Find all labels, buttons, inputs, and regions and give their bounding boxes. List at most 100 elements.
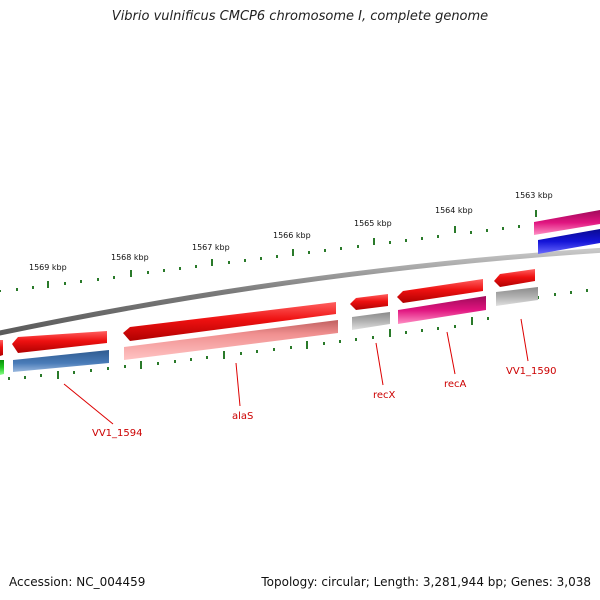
feature-block-green-edge <box>0 360 4 375</box>
minor-tick <box>8 377 10 380</box>
map-title: Vibrio vulnificus CMCP6 chromosome I, co… <box>111 9 489 24</box>
minor-tick <box>24 376 26 379</box>
minor-tick <box>107 367 109 370</box>
gene-label: alaS <box>232 411 253 422</box>
feature-block-recA <box>398 296 486 324</box>
minor-tick <box>64 282 66 285</box>
gene-label: VV1_1590 <box>506 366 557 377</box>
minor-tick <box>16 288 18 291</box>
gene-arrow-vv1-1594 <box>12 331 107 353</box>
minor-tick <box>228 261 230 264</box>
minor-tick <box>157 362 159 365</box>
minor-tick <box>357 245 359 248</box>
minor-tick <box>256 350 258 353</box>
gene-arrow-vv1-1590 <box>494 269 535 287</box>
minor-tick <box>487 317 489 320</box>
minor-tick <box>437 235 439 238</box>
scale-label: 1565 kbp <box>354 219 392 228</box>
gene-arrow-recA <box>397 279 483 303</box>
feature-block-vv1-1594 <box>13 350 109 372</box>
outer-tick-track <box>0 210 537 292</box>
major-tick <box>140 361 142 369</box>
major-tick <box>292 249 294 256</box>
major-tick <box>211 259 213 266</box>
minor-tick <box>486 229 488 232</box>
gene-feature-magenta <box>534 210 600 235</box>
major-tick <box>47 281 49 288</box>
minor-tick <box>324 249 326 252</box>
accession-text: Accession: NC_004459 <box>9 575 146 589</box>
minor-tick <box>405 239 407 242</box>
minor-tick <box>32 286 34 289</box>
major-tick <box>130 270 132 277</box>
minor-tick <box>570 291 572 294</box>
scale-label: 1563 kbp <box>515 191 553 200</box>
leader-line-vv1-1594 <box>63 383 114 425</box>
gene-label: recX <box>373 390 396 401</box>
leader-line-recA <box>446 331 456 375</box>
gene-arrow-left-edge <box>0 340 3 356</box>
minor-tick <box>405 331 407 334</box>
minor-tick <box>124 365 126 368</box>
minor-tick <box>470 231 472 234</box>
major-tick <box>223 351 225 359</box>
minor-tick <box>163 269 165 272</box>
minor-tick <box>308 251 310 254</box>
leader-line-alaS <box>235 362 241 407</box>
leader-line-recX <box>375 342 384 386</box>
minor-tick <box>244 259 246 262</box>
gene-label: VV1_1594 <box>92 428 143 439</box>
genome-backbone <box>0 247 600 336</box>
minor-tick <box>273 348 275 351</box>
minor-tick <box>454 325 456 328</box>
gene-feature-blue <box>538 229 600 254</box>
minor-tick <box>389 241 391 244</box>
minor-tick <box>190 358 192 361</box>
minor-tick <box>73 371 75 374</box>
minor-tick <box>147 271 149 274</box>
minor-tick <box>372 336 374 339</box>
minor-tick <box>340 247 342 250</box>
gene-arrow-alaS <box>123 302 336 341</box>
major-tick <box>389 329 391 337</box>
minor-tick <box>502 227 504 230</box>
major-tick <box>373 238 375 245</box>
feature-block-recX <box>352 312 390 330</box>
minor-tick <box>260 257 262 260</box>
minor-tick <box>290 346 292 349</box>
minor-tick <box>206 356 208 359</box>
minor-tick <box>421 329 423 332</box>
scale-label: 1569 kbp <box>29 263 67 272</box>
minor-tick <box>323 342 325 345</box>
feature-block-alaS <box>124 320 338 360</box>
genome-summary-text: Topology: circular; Length: 3,281,944 bp… <box>261 575 591 589</box>
major-tick <box>454 226 456 233</box>
scale-label: 1566 kbp <box>273 231 311 240</box>
major-tick <box>57 371 59 379</box>
minor-tick <box>355 338 357 341</box>
minor-tick <box>113 276 115 279</box>
minor-tick <box>0 290 1 292</box>
minor-tick <box>554 293 556 296</box>
scale-label: 1567 kbp <box>192 243 230 252</box>
minor-tick <box>40 374 42 377</box>
minor-tick <box>90 369 92 372</box>
minor-tick <box>195 265 197 268</box>
minor-tick <box>437 327 439 330</box>
minor-tick <box>179 267 181 270</box>
minor-tick <box>174 360 176 363</box>
minor-tick <box>339 340 341 343</box>
minor-tick <box>421 237 423 240</box>
feature-block-vv1-1590 <box>496 287 538 306</box>
scale-label: 1568 kbp <box>111 253 149 262</box>
major-tick <box>535 210 537 217</box>
leader-line-vv1-1590 <box>520 318 529 362</box>
gene-arrow-recX <box>350 294 388 310</box>
minor-tick <box>276 255 278 258</box>
minor-tick <box>80 280 82 283</box>
minor-tick <box>518 225 520 228</box>
minor-tick <box>97 278 99 281</box>
major-tick <box>471 317 473 325</box>
scale-label: 1564 kbp <box>435 206 473 215</box>
